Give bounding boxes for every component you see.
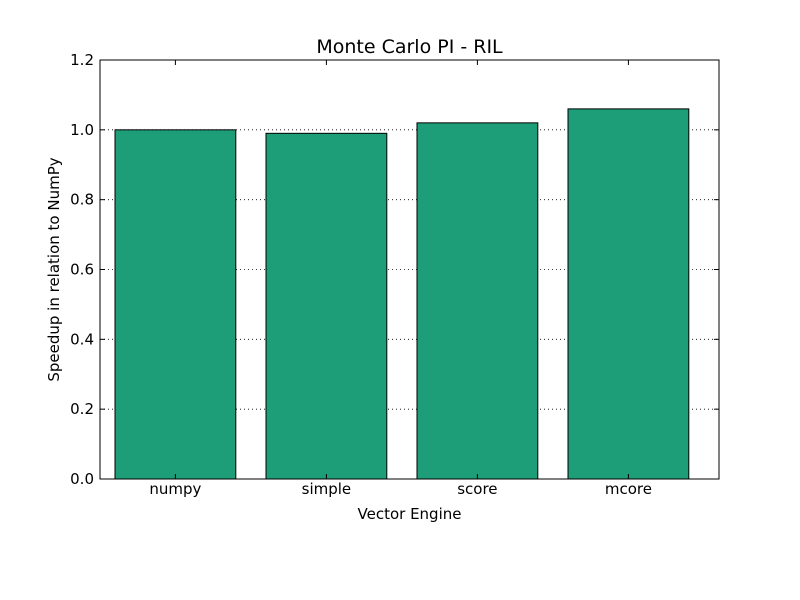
y-tick-label: 1.0 <box>70 121 94 139</box>
y-tick-label: 0.4 <box>70 330 94 348</box>
bars <box>114 108 690 480</box>
y-tick-label: 0.6 <box>70 261 94 279</box>
x-ticks: numpy simple score mcore <box>149 60 652 498</box>
y-tick-label: 1.2 <box>70 51 94 69</box>
y-tick-label: 0.0 <box>70 470 94 488</box>
bar-simple <box>265 132 388 480</box>
x-tick-label: numpy <box>149 480 201 498</box>
y-ticks: 0.0 0.2 0.4 0.6 0.8 1.0 1.2 <box>70 51 719 488</box>
y-tick-label: 0.8 <box>70 191 94 209</box>
y-tick-label: 0.2 <box>70 400 94 418</box>
bar-score <box>416 122 539 480</box>
x-tick-label: score <box>457 480 497 498</box>
x-axis-label: Vector Engine <box>358 505 462 523</box>
bar-numpy <box>114 129 237 480</box>
x-tick-label: mcore <box>605 480 652 498</box>
y-axis-label: Speedup in relation to NumPy <box>45 157 63 381</box>
x-tick-label: simple <box>302 480 352 498</box>
chart-title: Monte Carlo PI - RIL <box>316 36 503 58</box>
bar-mcore <box>567 108 690 480</box>
